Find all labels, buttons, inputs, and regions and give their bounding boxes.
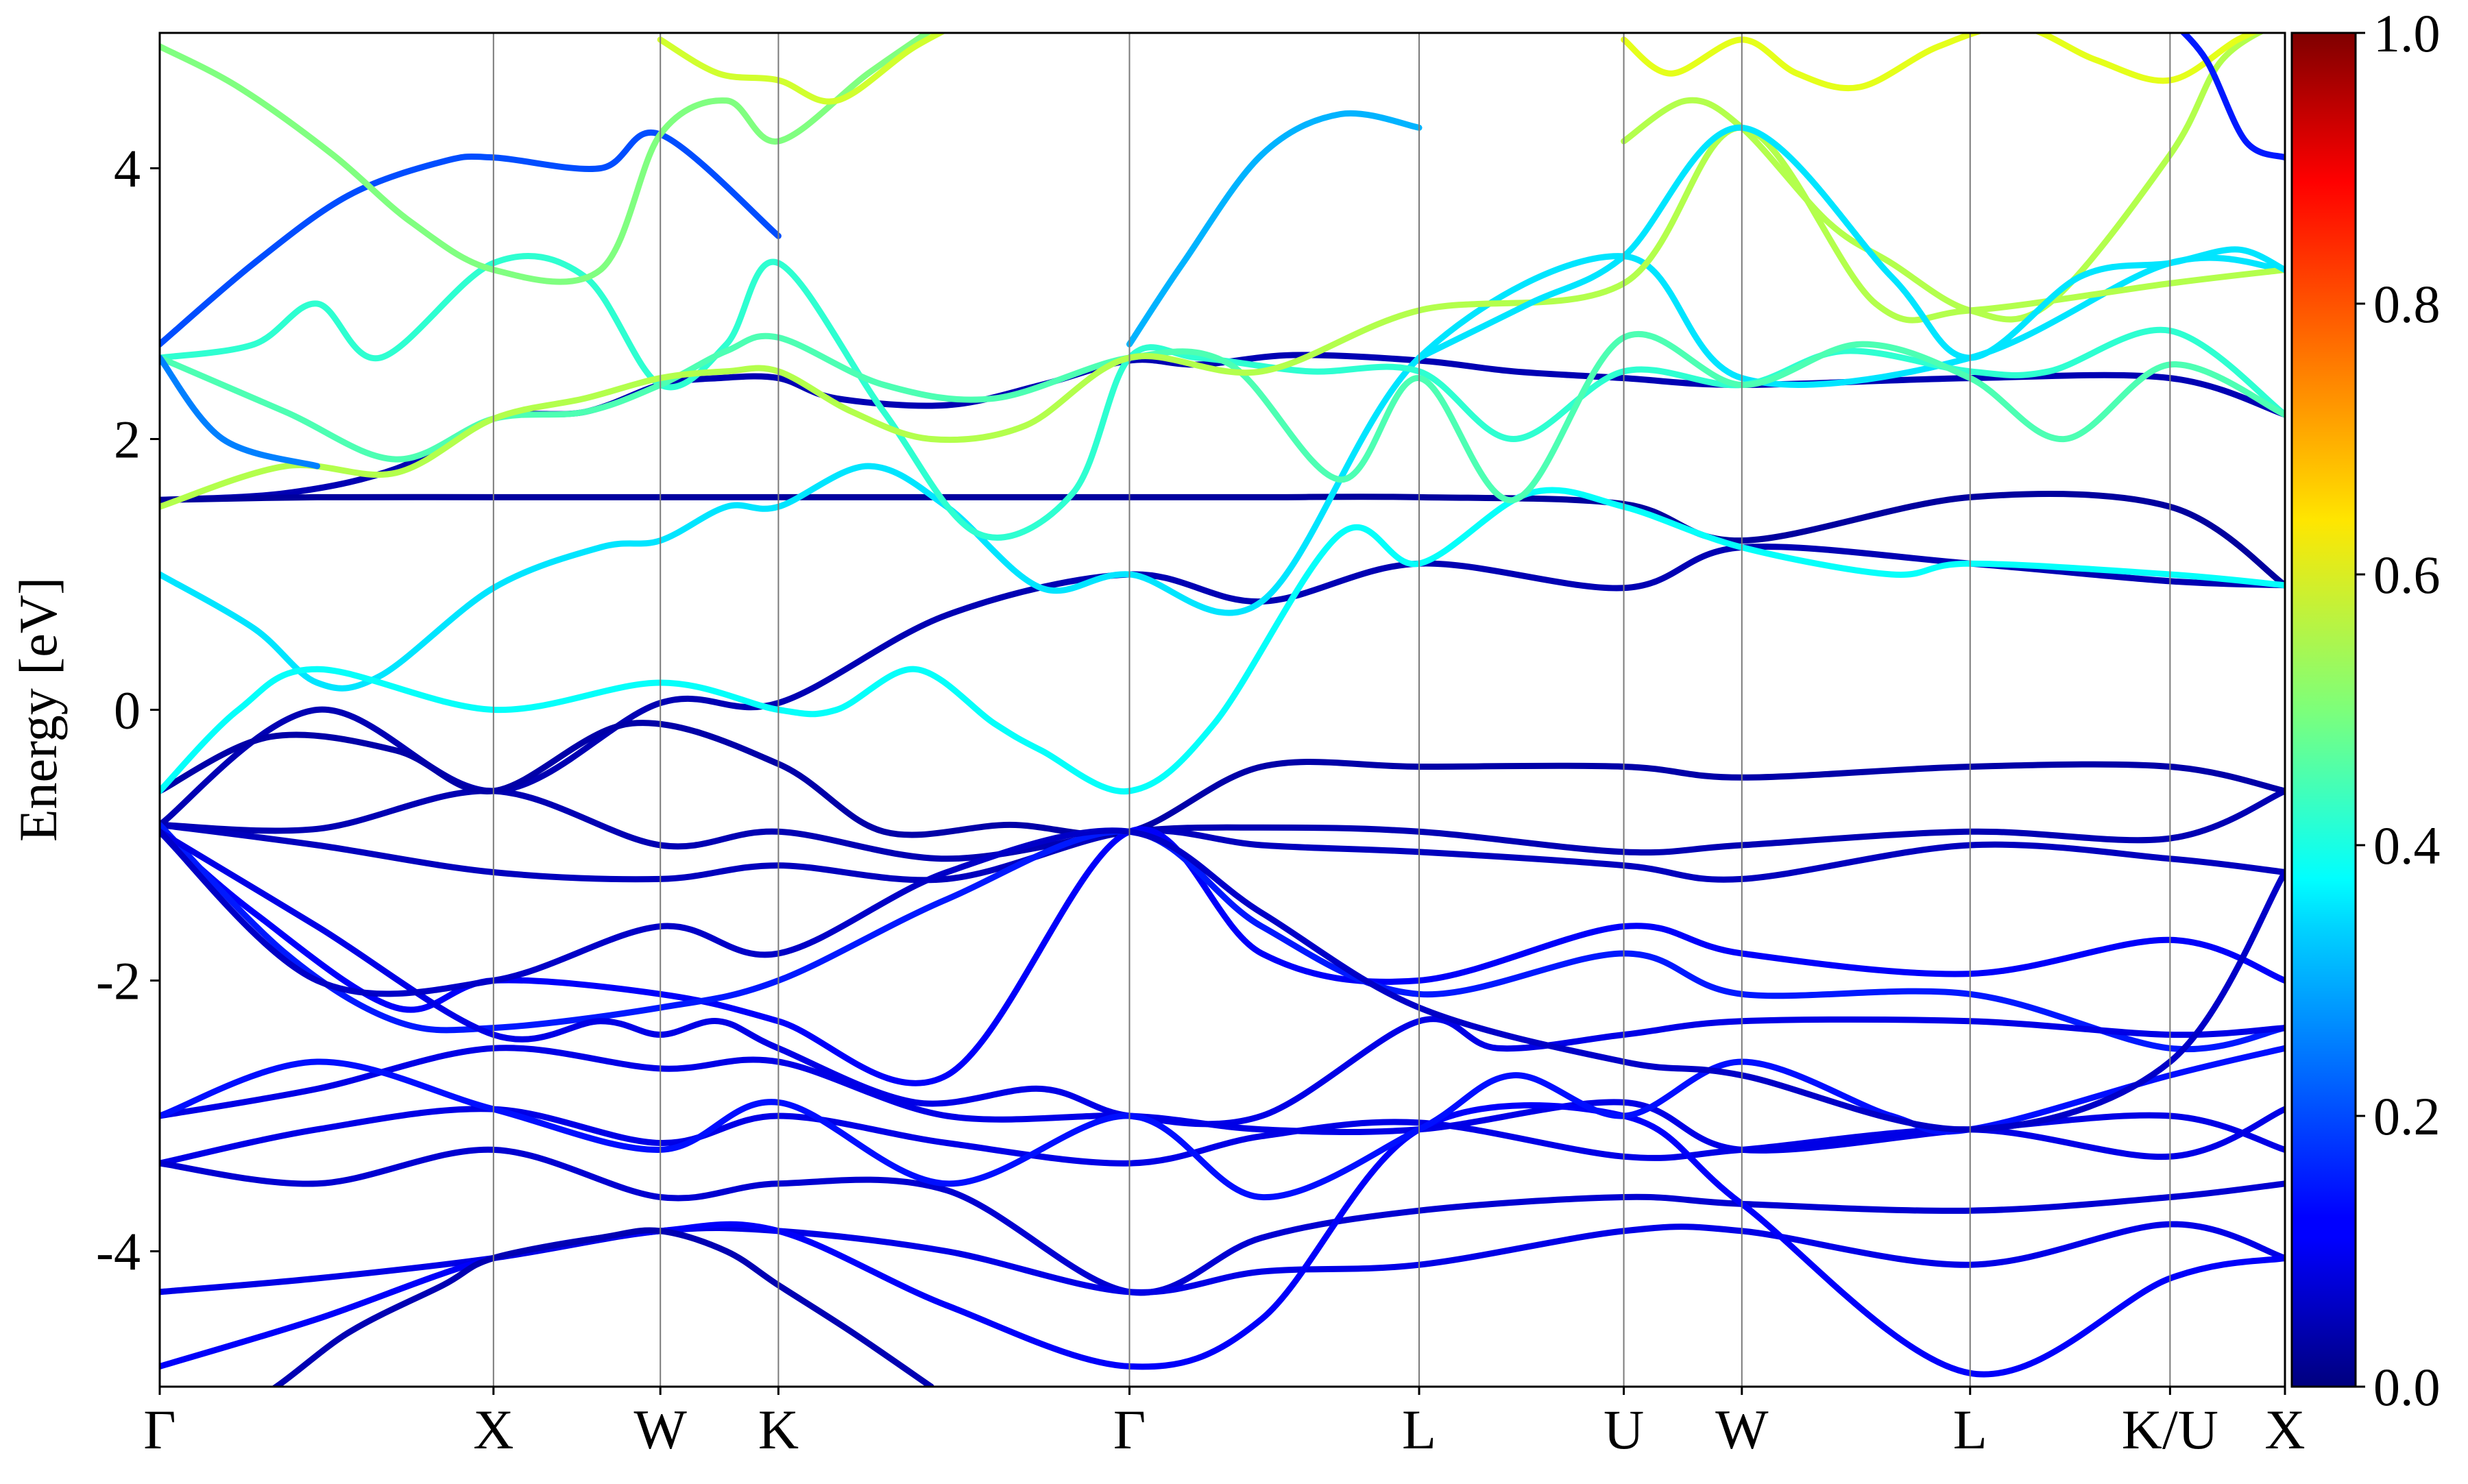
band-line-28 — [160, 354, 321, 470]
band-line-16 — [1126, 110, 1423, 348]
x-tick-label: W — [634, 1398, 688, 1461]
x-tick-label: U — [1604, 1398, 1644, 1461]
x-tick-label: K/U — [2122, 1398, 2218, 1461]
band-line-25 — [1621, 33, 2260, 92]
band-line-23 — [657, 33, 947, 105]
x-tick-label: W — [1715, 1398, 1769, 1461]
band-line-10 — [160, 1106, 2285, 1167]
colorbar-ticks: 0.0 0.2 0.4 0.6 0.8 1.0 — [2356, 3, 2441, 1417]
band-line-20 — [160, 330, 2285, 503]
colorbar-tick-label: 0.0 — [2373, 1357, 2441, 1417]
k-point-lines — [492, 33, 2171, 1387]
band-line-1 — [160, 788, 2285, 862]
colorbar-tick-label: 1.0 — [2373, 3, 2441, 63]
x-tick-label: X — [473, 1398, 513, 1461]
band-line-7 — [160, 826, 2285, 1086]
band-line-2 — [160, 821, 2285, 884]
band-line-15 — [160, 129, 782, 348]
y-axis-label: Energy [eV] — [8, 577, 68, 842]
band-line-29 — [160, 828, 2285, 1128]
x-tick-label: K — [758, 1398, 799, 1461]
x-tick-label: Γ — [1113, 1398, 1146, 1461]
band-line-31 — [160, 827, 2285, 1133]
band-line-14 — [271, 1227, 934, 1387]
band-line-17 — [160, 253, 2285, 692]
band-line-9 — [160, 1045, 2285, 1154]
band-line-21 — [160, 124, 2285, 510]
colorbar-tick-label: 0.8 — [2373, 274, 2441, 334]
band-line-8 — [160, 821, 2285, 1052]
y-ticks: -4 -2 0 2 4 — [96, 139, 160, 1282]
colorbar-gradient — [2290, 32, 2357, 1388]
x-tick-label: L — [1953, 1398, 1987, 1461]
band-line-27 — [2179, 33, 2285, 161]
x-tick-label: L — [1402, 1398, 1436, 1461]
x-tick-label: X — [2264, 1398, 2305, 1461]
colorbar: 0.0 0.2 0.4 0.6 0.8 1.0 — [2290, 3, 2441, 1417]
y-tick-label: -4 — [96, 1222, 141, 1282]
x-tick-label: Γ — [143, 1398, 176, 1461]
colorbar-tick-label: 0.6 — [2373, 545, 2441, 605]
series-layer — [160, 33, 2285, 1387]
y-tick-label: -2 — [96, 951, 141, 1011]
colorbar-tick-label: 0.2 — [2373, 1086, 2441, 1146]
band-line-18 — [160, 487, 2285, 795]
band-line-24 — [1621, 33, 2266, 323]
x-ticks: Γ X W K Γ L U W L K/U X — [143, 1387, 2306, 1461]
y-tick-label: 0 — [114, 681, 141, 740]
colorbar-tick-label: 0.4 — [2373, 816, 2441, 875]
band-line-11 — [160, 1146, 2285, 1296]
band-line-22 — [160, 33, 933, 285]
y-tick-label: 2 — [114, 410, 141, 470]
band-line-4 — [160, 491, 2285, 589]
y-tick-label: 4 — [114, 139, 141, 199]
band-line-6 — [160, 720, 2285, 838]
